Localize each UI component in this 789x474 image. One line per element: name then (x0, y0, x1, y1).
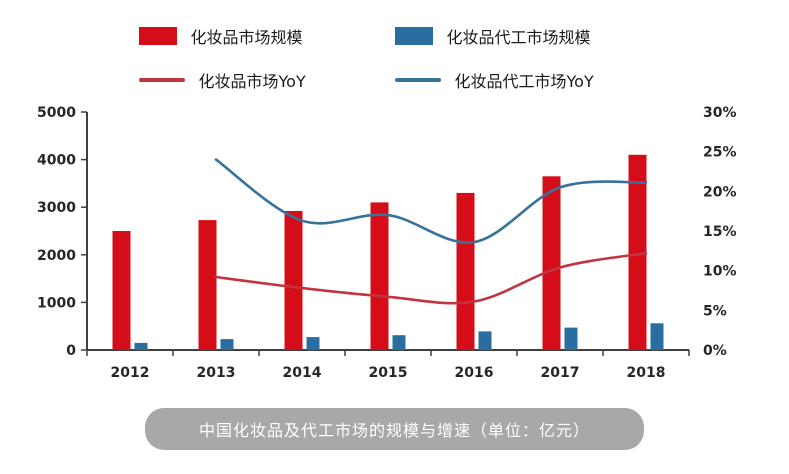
left-axis-tick-label: 4000 (37, 153, 76, 169)
legend-item-cosmetics-oem-market-size: 化妆品代工市场规模 (394, 24, 651, 48)
bar-cosmetics-market-size-2017 (542, 176, 560, 350)
chart-area: 0 1000 2000 3000 4000 5000 0% 5% 10% 15% 20% 25% 30%… (0, 98, 789, 398)
legend-label-cosmetics-market-size: 化妆品市场规模 (190, 28, 303, 47)
left-axis-tick-label: 5000 (37, 105, 76, 121)
bar-cosmetics-market-size-2012 (112, 231, 130, 350)
legend-label-cosmetics-oem-market-yoy: 化妆品代工市场YoY (454, 72, 594, 91)
legend-label-cosmetics-oem-market-size: 化妆品代工市场规模 (446, 28, 591, 47)
right-axis-tick-label: 25% (703, 145, 737, 161)
bar-cosmetics-oem-market-size-2013 (220, 339, 233, 350)
line-cosmetics-market-yoy (214, 251, 647, 305)
left-axis-tick-label: 0 (66, 343, 76, 359)
x-axis-tick-label: 2013 (196, 365, 235, 381)
x-axis-tick-label: 2015 (368, 365, 407, 381)
legend-item-cosmetics-market-yoy: 化妆品市场YoY (138, 68, 395, 92)
right-axis-tick-label: 10% (703, 264, 737, 280)
chart-legend: 化妆品市场规模 化妆品代工市场规模 化妆品市场YoY 化妆品代工市场YoY (0, 0, 789, 92)
chart-title-banner: 中国化妆品及代工市场的规模与增速（单位：亿元） (144, 408, 644, 450)
bar-cosmetics-oem-market-size-2017 (564, 327, 577, 350)
red-line-swatch-icon (138, 78, 185, 82)
bar-cosmetics-market-size-2015 (370, 202, 388, 350)
x-axis-tick-label: 2016 (454, 365, 493, 381)
right-axis-tick-label: 20% (703, 184, 737, 200)
x-axis-tick-label: 2017 (540, 365, 579, 381)
right-axis-tick-label: 0% (703, 343, 727, 359)
bar-cosmetics-oem-market-size-2014 (306, 337, 319, 350)
left-axis-tick-label: 3000 (37, 200, 76, 216)
left-axis-tick-label: 2000 (37, 248, 76, 264)
red-bar-swatch-icon (138, 27, 177, 45)
blue-line-swatch-icon (394, 78, 441, 82)
right-axis-tick-label: 30% (703, 105, 737, 121)
x-axis-tick-label: 2018 (626, 365, 665, 381)
legend-item-cosmetics-oem-market-yoy: 化妆品代工市场YoY (394, 68, 651, 92)
bar-cosmetics-market-size-2018 (628, 154, 646, 350)
bar-cosmetics-oem-market-size-2015 (392, 335, 405, 350)
x-axis-tick-label: 2014 (282, 365, 321, 381)
bar-cosmetics-oem-market-size-2016 (478, 331, 491, 350)
bar-cosmetics-market-size-2013 (198, 220, 216, 350)
bar-cosmetics-market-size-2014 (284, 211, 302, 350)
right-axis-tick-label: 15% (703, 224, 737, 240)
line-cosmetics-oem-market-yoy (214, 158, 647, 244)
bar-cosmetics-market-size-2016 (456, 192, 474, 350)
x-axis-tick-label: 2012 (110, 365, 149, 381)
title-banner-wrap: 中国化妆品及代工市场的规模与增速（单位：亿元） (0, 408, 789, 450)
bar-cosmetics-oem-market-size-2012 (134, 342, 147, 350)
combo-chart-canvas: 0 1000 2000 3000 4000 5000 0% 5% 10% 15% 20% 25% 30%… (37, 105, 737, 381)
blue-bar-swatch-icon (394, 27, 433, 45)
legend-row-bars: 化妆品市场规模 化妆品代工市场规模 (138, 24, 651, 48)
legend-label-cosmetics-market-yoy: 化妆品市场YoY (198, 72, 306, 91)
right-axis-tick-label: 5% (703, 303, 727, 319)
legend-row-lines: 化妆品市场YoY 化妆品代工市场YoY (138, 68, 651, 92)
bar-cosmetics-oem-market-size-2018 (650, 323, 663, 350)
chart-title: 中国化妆品及代工市场的规模与增速（单位：亿元） (198, 421, 590, 440)
left-axis-tick-label: 1000 (37, 295, 76, 311)
legend-item-cosmetics-market-size: 化妆品市场规模 (138, 24, 395, 48)
